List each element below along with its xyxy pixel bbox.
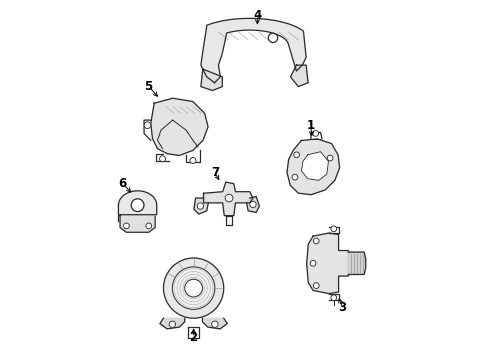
Circle shape [144, 122, 151, 129]
Circle shape [123, 223, 129, 229]
Text: 3: 3 [339, 301, 346, 314]
Circle shape [314, 283, 319, 288]
Circle shape [185, 279, 202, 297]
Polygon shape [201, 69, 222, 90]
Text: 4: 4 [253, 9, 262, 22]
Circle shape [292, 174, 298, 180]
Circle shape [327, 155, 333, 161]
Text: 2: 2 [190, 331, 197, 344]
Circle shape [131, 199, 144, 212]
Circle shape [190, 157, 196, 163]
Polygon shape [291, 65, 308, 87]
Polygon shape [160, 318, 185, 329]
Circle shape [172, 267, 215, 309]
Circle shape [164, 258, 224, 318]
Polygon shape [119, 191, 157, 215]
Circle shape [197, 203, 203, 209]
Polygon shape [151, 98, 208, 156]
Polygon shape [287, 139, 340, 195]
Polygon shape [348, 252, 366, 274]
Circle shape [314, 238, 319, 244]
Polygon shape [194, 198, 208, 214]
Circle shape [146, 223, 151, 229]
Circle shape [225, 194, 233, 202]
Text: 7: 7 [211, 166, 219, 179]
Circle shape [313, 131, 318, 136]
Polygon shape [120, 215, 155, 232]
Circle shape [269, 33, 278, 42]
Circle shape [294, 152, 299, 158]
Circle shape [331, 295, 337, 301]
Circle shape [212, 321, 218, 328]
Text: 5: 5 [145, 80, 153, 93]
Polygon shape [201, 18, 306, 83]
Circle shape [169, 321, 175, 328]
Circle shape [331, 226, 337, 232]
Polygon shape [202, 318, 227, 329]
Text: 1: 1 [307, 118, 315, 131]
Polygon shape [307, 233, 353, 294]
Circle shape [250, 201, 256, 208]
Circle shape [310, 260, 316, 266]
Polygon shape [301, 152, 328, 180]
Polygon shape [203, 182, 253, 216]
Polygon shape [246, 197, 259, 212]
Circle shape [160, 156, 166, 162]
Text: 6: 6 [119, 177, 127, 190]
